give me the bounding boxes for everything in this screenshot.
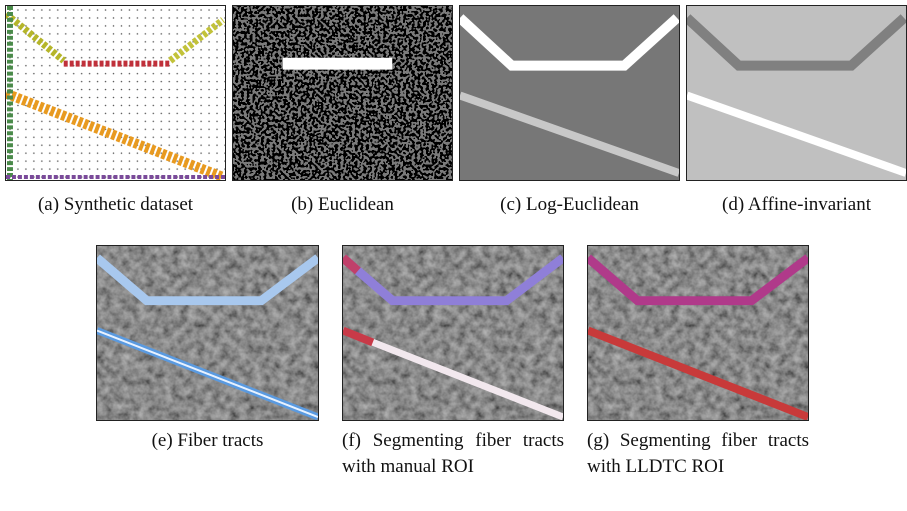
caption: (d) Affine-invariant [686, 192, 907, 218]
caption: (b) Euclidean [232, 192, 453, 218]
euclidean-image [232, 5, 453, 181]
synthetic-image [5, 5, 226, 181]
fiber-tracts-image [96, 245, 319, 421]
lldtc-roi-image [587, 245, 809, 421]
log-euclidean-image [459, 5, 680, 181]
affine-invariant-image [686, 5, 907, 181]
caption: (a) Synthetic dataset [5, 192, 226, 218]
caption: (e) Fiber tracts [96, 428, 319, 454]
caption: (c) Log-Euclidean [459, 192, 680, 218]
caption: (f) Segmenting fiber tracts with manual … [342, 428, 564, 480]
manual-roi-image [342, 245, 564, 421]
caption: (g) Segmenting fiber tracts with LLDTC R… [587, 428, 809, 480]
figure: (a) Synthetic dataset (b) Euclidean (c) … [0, 0, 907, 511]
